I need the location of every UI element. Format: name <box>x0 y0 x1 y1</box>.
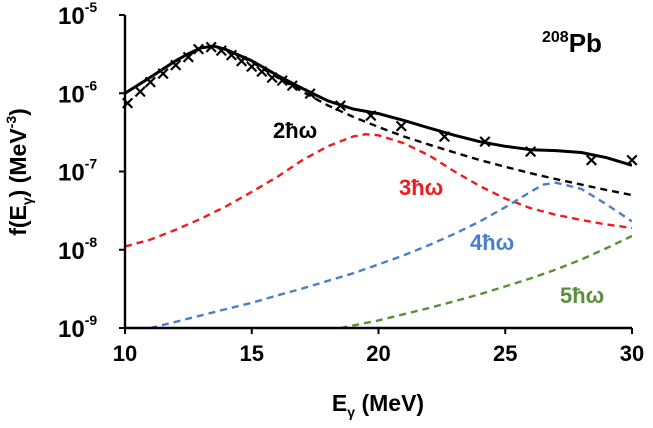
y-axis-title-exp: -3 <box>3 116 19 129</box>
data-point-marker: × <box>583 149 599 171</box>
data-point-marker: × <box>477 131 493 153</box>
data-point-marker: × <box>120 92 136 114</box>
x-axis-title-main: E <box>332 390 347 416</box>
x-tick-label: 25 <box>493 341 517 366</box>
data-point-marker: × <box>132 81 148 103</box>
data-point-marker: × <box>436 126 452 148</box>
y-tick-label: 10-5 <box>58 0 97 30</box>
x-tick-label: 10 <box>113 341 137 366</box>
data-point-marker: × <box>284 75 300 97</box>
data-point-marker: × <box>624 149 640 171</box>
data-point-marker: × <box>264 66 280 88</box>
y-tick-label: 10-9 <box>58 312 97 343</box>
ticks: 10 15 20 25 30 10-5 10-6 10-7 10-8 10-9 <box>58 0 644 366</box>
series-label-4hw: 4ħω <box>470 230 514 255</box>
data-point-marker: × <box>142 71 158 93</box>
series-5hw-curve <box>340 234 632 328</box>
series-label-3hw: 3ħω <box>399 175 443 200</box>
data-point-marker: × <box>234 50 250 72</box>
y-tick-label: 10-8 <box>58 234 97 265</box>
y-axis-title: f(Eγ) (MeV-3) <box>3 108 35 236</box>
y-axis-title-pre: f(E <box>5 205 31 236</box>
nucleus-mass-number: 208 <box>542 29 569 46</box>
data-point-marker: × <box>393 115 409 137</box>
axes <box>119 14 633 334</box>
data-point-marker: × <box>180 46 196 68</box>
data-point-marker: × <box>254 60 270 82</box>
data-point-marker: × <box>363 104 379 126</box>
x-axis-title: Eγ (MeV) <box>332 390 424 420</box>
nucleus-symbol: Pb <box>569 28 602 58</box>
data-point-marker: × <box>523 141 539 163</box>
series-2hw-curve <box>125 44 632 197</box>
data-point-marker: × <box>168 54 184 76</box>
y-axis-title-post: ) <box>5 108 31 116</box>
x-tick-label: 15 <box>240 341 264 366</box>
x-tick-label: 20 <box>366 341 390 366</box>
series-3hw-curve <box>125 132 632 248</box>
series-4hw-curve <box>150 181 632 328</box>
series-label-5hw: 5ħω <box>560 283 604 308</box>
series-label-2hw: 2ħω <box>273 118 317 143</box>
nucleus-label: 208Pb <box>542 28 602 58</box>
data-point-marker: × <box>213 40 229 62</box>
y-tick-label: 10-6 <box>58 77 97 108</box>
data-point-marker: × <box>224 44 240 66</box>
data-point-marker: × <box>244 55 260 77</box>
data-point-marker: × <box>203 36 219 58</box>
x-axis-title-sub: γ <box>347 404 355 420</box>
y-axis-title-sub: γ <box>19 197 35 205</box>
data-point-marker: × <box>191 38 207 60</box>
x-axis-title-unit: (MeV) <box>355 390 424 416</box>
y-axis-title-mid: ) (MeV <box>5 128 31 198</box>
data-point-marker: × <box>155 62 171 84</box>
data-point-marker: × <box>333 94 349 116</box>
plot-lines: ×××××××××××××××× ×× × × × × × × × <box>120 36 640 328</box>
y-tick-label: 10-7 <box>58 156 97 187</box>
x-tick-label: 30 <box>620 341 644 366</box>
data-point-marker: × <box>302 82 318 104</box>
data-point-marker: × <box>274 70 290 92</box>
